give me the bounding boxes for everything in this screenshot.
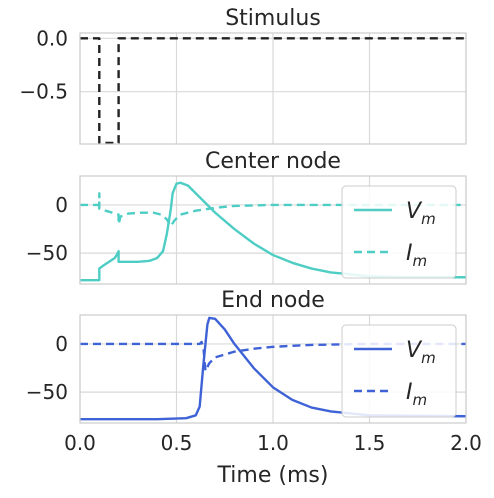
legend-box	[341, 185, 457, 279]
x-tick-label: 1.5	[354, 431, 386, 455]
x-tick-label: 1.0	[257, 431, 289, 455]
subplot-title: End node	[221, 288, 325, 313]
x-tick-label: 2.0	[450, 431, 482, 455]
im-series-line	[80, 192, 466, 228]
legend-label: Vm	[406, 338, 436, 367]
y-tick-label: 0	[55, 193, 68, 217]
subplot-2: Center node 0 −50 Vm Im	[26, 149, 467, 285]
y-tick-label: 0.0	[36, 26, 68, 50]
legend: Vm Im	[341, 324, 457, 418]
x-tick-label: 0.5	[161, 431, 193, 455]
im-series-line	[80, 340, 466, 373]
plot-frame	[79, 32, 467, 145]
x-tick-label: 0.0	[64, 431, 96, 455]
y-tick-label: 0	[55, 332, 68, 356]
x-axis-label: Time (ms)	[217, 463, 329, 488]
subplot-3: End node 0 −50 0.0 0.5 1.0 1.5 2.0 Time (ms) Vm Im	[26, 288, 482, 488]
subplot-1: Stimulus 0.0 −0.5	[19, 6, 467, 145]
legend-label: Vm	[406, 199, 436, 228]
legend-box	[341, 324, 457, 418]
vm-series-line	[80, 181, 466, 282]
y-tick-label: −50	[26, 241, 68, 265]
plot-frame	[79, 175, 467, 285]
vm-series-line	[80, 316, 466, 421]
y-tick-label: −50	[26, 380, 68, 404]
stimulus-series-line	[80, 37, 466, 144]
plot-frame	[79, 314, 467, 424]
legend-label: Im	[406, 241, 427, 270]
y-tick-label: −0.5	[19, 80, 68, 104]
legend-label: Im	[406, 380, 427, 409]
subplot-title: Stimulus	[225, 6, 321, 31]
legend: Vm Im	[341, 185, 457, 279]
subplot-title: Center node	[205, 149, 341, 174]
